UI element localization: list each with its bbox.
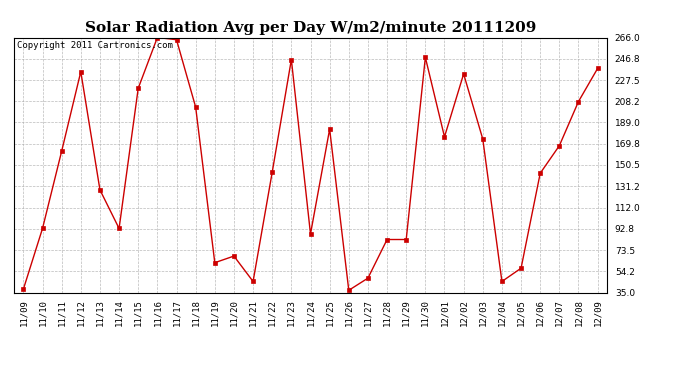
- Title: Solar Radiation Avg per Day W/m2/minute 20111209: Solar Radiation Avg per Day W/m2/minute …: [85, 21, 536, 35]
- Text: Copyright 2011 Cartronics.com: Copyright 2011 Cartronics.com: [17, 41, 172, 50]
